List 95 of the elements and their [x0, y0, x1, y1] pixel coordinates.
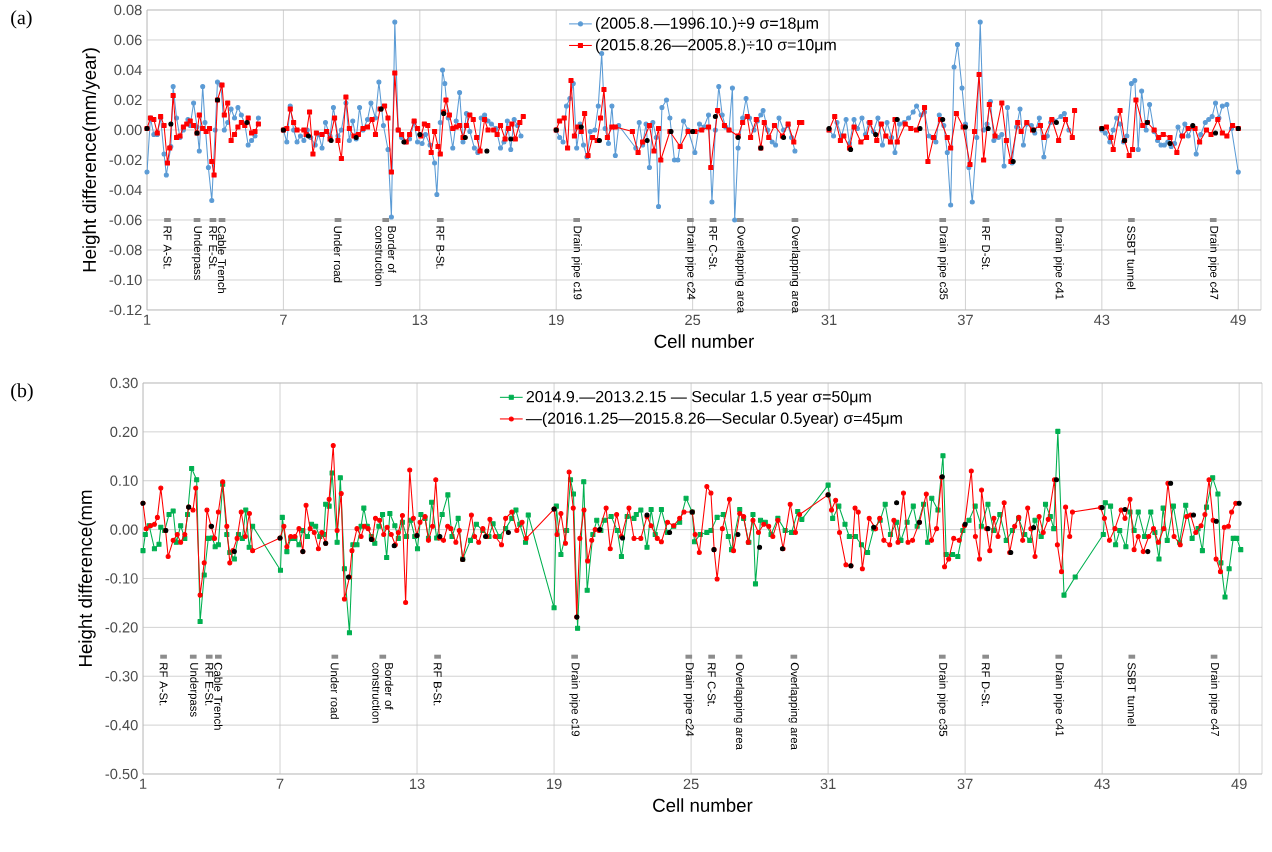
x-tick-label: 7	[280, 314, 287, 325]
point	[735, 531, 741, 538]
legend-label: (2015.8.26—2005.8.)÷10 σ=10μm	[596, 38, 836, 54]
x-tick-label: 19	[547, 778, 562, 790]
y-tick-label: 0.08	[114, 4, 142, 16]
point	[1122, 507, 1128, 513]
x-tick-label: 37	[957, 778, 973, 790]
annotation: RF D-St.	[981, 226, 990, 270]
annotation: Drain pipe c24	[685, 226, 696, 300]
y-tick-label: 0.00	[110, 524, 138, 535]
y-tick-label: -0.10	[109, 274, 142, 286]
point	[505, 530, 511, 536]
y-tick-label: -0.08	[109, 244, 142, 256]
annotation: RF E-St.	[208, 226, 217, 269]
annotation: Drain pipe c41	[1053, 226, 1064, 300]
x-tick-label: 1	[144, 314, 151, 325]
point	[757, 544, 763, 550]
legend-label: (2005.8.—1996.10.)÷9 σ=18μm	[596, 17, 818, 32]
point	[1145, 549, 1151, 555]
x-tick-label: 31	[820, 778, 836, 790]
annotation: RF B-St.	[436, 226, 445, 269]
point	[484, 148, 490, 154]
point	[894, 500, 900, 506]
annotation: Drain pipe c19	[571, 226, 582, 300]
x-tick-label: 13	[412, 314, 428, 326]
annotation: RF C-St.	[707, 663, 716, 706]
annotation: Underpass	[191, 226, 203, 280]
legend-label: 2014.9.—2013.2.15 — Secular 1.5 year σ=50μm	[526, 390, 871, 406]
y-tick-label: 0.10	[110, 475, 138, 486]
annotation: RF B-St.	[433, 663, 442, 706]
y-tick-label: -0.12	[109, 304, 142, 316]
y-tick-label: 0.30	[110, 377, 138, 389]
annotation: RF C-St.	[709, 226, 718, 270]
y-tick-label: 0.20	[110, 426, 138, 438]
y-axis-title: Height difference(mm/year)	[82, 48, 100, 272]
legend-label: —(2016.1.25—2015.8.26—Secular 0.5year) σ=45μm	[525, 412, 902, 428]
annotation: RF A-St.	[159, 663, 168, 706]
annotation: Cable Trench	[214, 662, 223, 730]
point	[508, 136, 514, 142]
x-tick-label: 1	[140, 778, 147, 789]
annotation: SSBT tunnel	[1127, 226, 1136, 290]
y-tick-label: -0.30	[105, 671, 138, 682]
annotation: Drain pipe c47	[1208, 663, 1220, 737]
point	[644, 137, 650, 144]
annotation: Under road	[333, 226, 343, 283]
x-tick-label: 19	[549, 314, 564, 326]
annotation: SSBT tunnel	[1127, 662, 1136, 726]
annotation: RF D-St.	[981, 663, 990, 706]
annotation: Border of construction	[372, 662, 394, 723]
y-tick-label: -0.04	[109, 184, 142, 196]
annotation: Under road	[330, 663, 339, 719]
annotation: Cable Trench	[217, 226, 227, 294]
x-tick-label: 7	[276, 778, 284, 789]
x-tick-label: 25	[683, 778, 699, 790]
y-tick-label: 0.06	[114, 34, 142, 46]
y-tick-label: 0.02	[114, 94, 142, 106]
annotation: Overlapping area	[788, 662, 800, 750]
x-tick-label: 13	[409, 778, 425, 790]
annotation: Drain pipe c47	[1207, 226, 1219, 300]
annotation: RF E-St.	[205, 663, 214, 706]
annotation: Overlapping area	[733, 662, 745, 750]
annotation: Drain pipe c19	[569, 663, 580, 737]
x-tick-label: 49	[1230, 314, 1246, 326]
annotation: Drain pipe c35	[937, 663, 948, 737]
y-tick-label: -0.10	[105, 573, 138, 584]
y-tick-label: -0.40	[105, 719, 138, 731]
x-tick-label: 31	[821, 314, 837, 326]
point	[712, 113, 718, 120]
y-axis-title: Height difference(mm	[78, 490, 96, 667]
x-tick-label: 43	[1094, 778, 1110, 790]
annotation: Drain pipe c41	[1053, 663, 1065, 737]
x-axis-title: Cell number	[653, 798, 753, 812]
y-tick-label: -0.06	[109, 214, 142, 226]
annotation: Border of construction	[375, 226, 397, 286]
annotation: Drain pipe c24	[683, 663, 695, 737]
x-tick-label: 49	[1231, 778, 1247, 790]
x-tick-label: 25	[685, 314, 701, 326]
annotation: RF A-St.	[163, 226, 172, 269]
y-tick-label: 0.00	[114, 124, 142, 136]
y-tick-label: -0.02	[109, 154, 142, 166]
x-tick-label: 37	[957, 314, 973, 326]
annotation: Overlapping area	[735, 226, 746, 314]
text: (a)	[11, 10, 32, 29]
point	[1212, 130, 1219, 136]
annotation: Overlapping area	[789, 226, 801, 314]
x-axis-title: Cell number	[654, 334, 754, 348]
point	[168, 121, 174, 127]
annotation: Drain pipe c35	[937, 226, 948, 300]
annotation: Underpass	[187, 663, 199, 717]
y-tick-label: -0.50	[105, 768, 138, 780]
point	[985, 125, 991, 132]
y-tick-label: 0.04	[114, 64, 142, 76]
x-tick-label: 43	[1094, 314, 1110, 326]
y-tick-label: -0.20	[105, 622, 138, 633]
text: (b)	[11, 383, 33, 402]
